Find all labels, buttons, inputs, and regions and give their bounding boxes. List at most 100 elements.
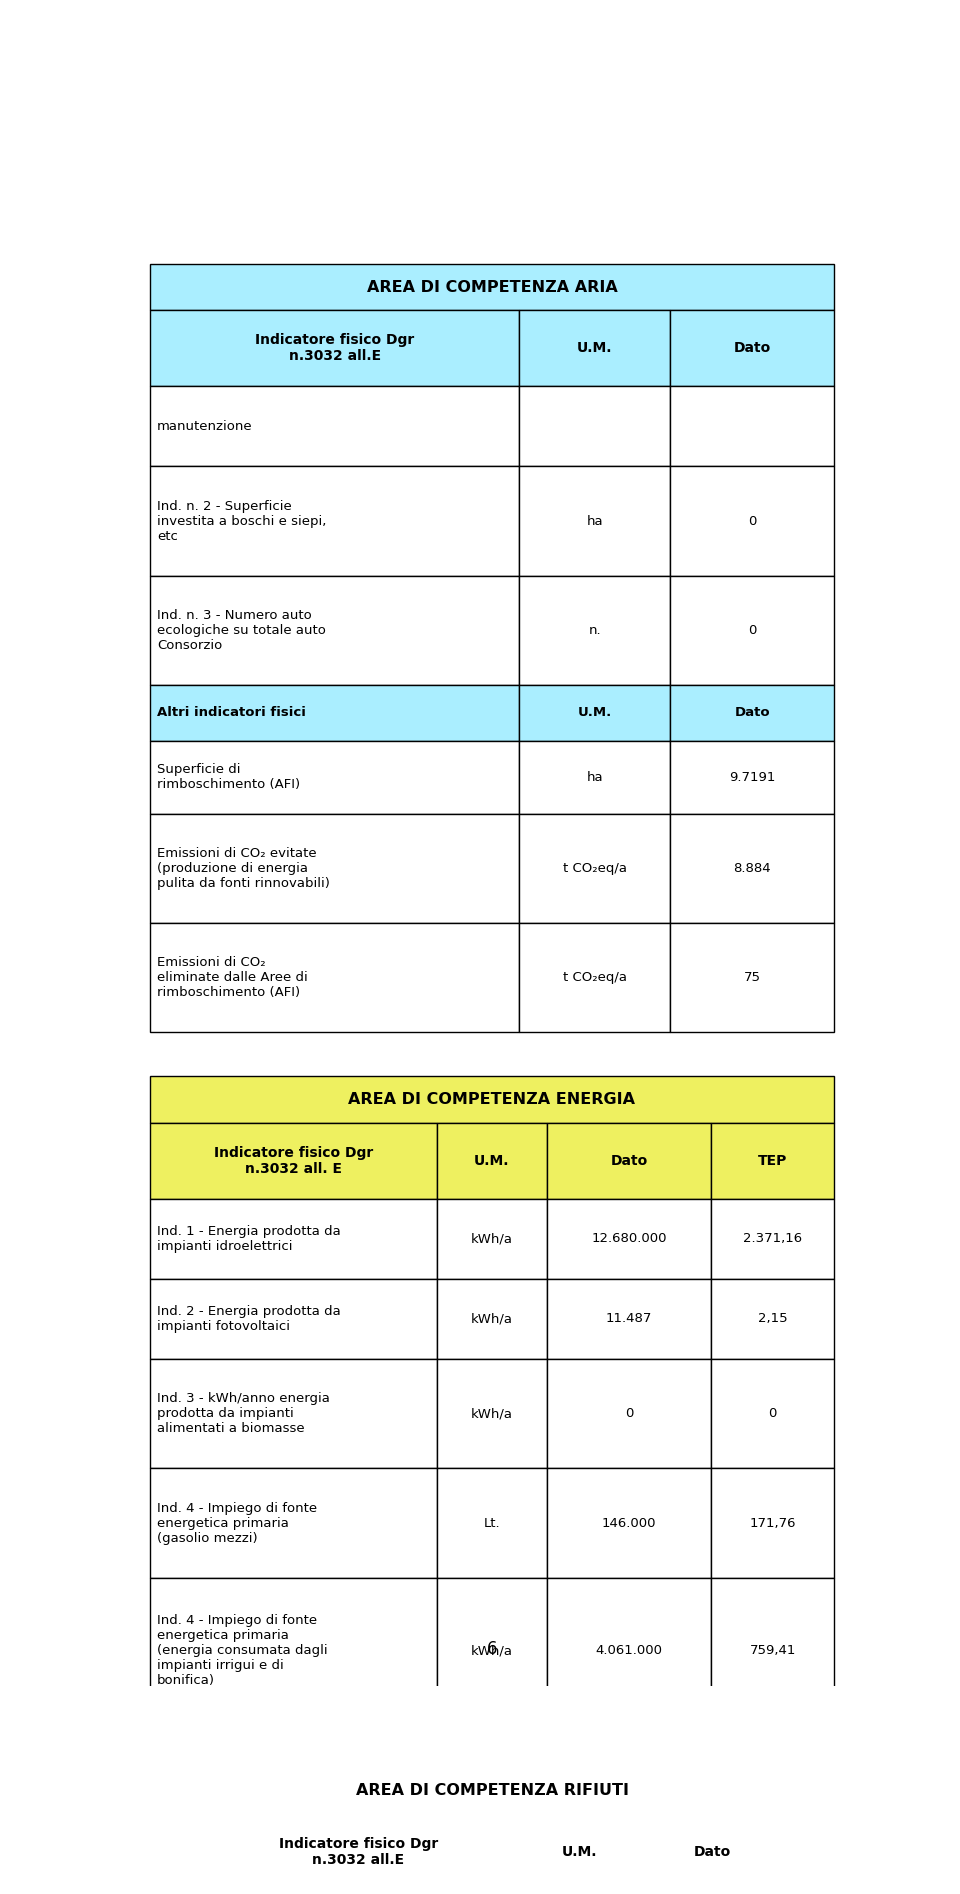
Bar	[437, 1578, 547, 1724]
Bar	[519, 311, 670, 386]
Text: manutenzione: manutenzione	[157, 420, 252, 434]
Bar	[643, 1814, 782, 1890]
Bar	[437, 1123, 547, 1199]
Text: Dato: Dato	[611, 1153, 648, 1167]
Bar	[519, 741, 670, 814]
Bar	[150, 1199, 437, 1278]
Text: U.M.: U.M.	[562, 1845, 597, 1858]
Text: AREA DI COMPETENZA ENERGIA: AREA DI COMPETENZA ENERGIA	[348, 1093, 636, 1106]
Bar	[670, 814, 834, 922]
Text: n.: n.	[588, 623, 601, 636]
Text: Ind. 4 - Impiego di fonte
energetica primaria
(energia consumata dagli
impianti : Ind. 4 - Impiego di fonte energetica pri…	[157, 1614, 327, 1688]
Text: 0: 0	[625, 1407, 633, 1420]
Bar	[516, 1890, 643, 1894]
Text: Ind. n. 3 - Numero auto
ecologiche su totale auto
Consorzio: Ind. n. 3 - Numero auto ecologiche su to…	[157, 610, 326, 652]
Bar	[711, 1199, 834, 1278]
Bar	[711, 1578, 834, 1724]
Text: ha: ha	[587, 515, 603, 528]
Bar	[150, 1076, 834, 1123]
Text: 6: 6	[487, 1640, 497, 1659]
Bar	[150, 922, 519, 1032]
Text: kWh/a: kWh/a	[471, 1233, 513, 1244]
Text: t CO₂eq/a: t CO₂eq/a	[563, 972, 627, 985]
Text: Ind. n. 2 - Superficie
investita a boschi e siepi,
etc: Ind. n. 2 - Superficie investita a bosch…	[157, 500, 326, 544]
Text: 759,41: 759,41	[750, 1644, 796, 1657]
Text: Lt.: Lt.	[484, 1517, 500, 1530]
Bar	[670, 386, 834, 466]
Text: 0: 0	[748, 623, 756, 636]
Text: kWh/a: kWh/a	[471, 1407, 513, 1420]
Bar	[670, 686, 834, 741]
Bar	[150, 686, 519, 741]
Bar	[150, 576, 519, 686]
Text: Altri indicatori fisici: Altri indicatori fisici	[157, 706, 306, 720]
Text: 9.7191: 9.7191	[729, 771, 776, 784]
Bar	[547, 1578, 711, 1724]
Text: Indicatore fisico Dgr
n.3032 all. E: Indicatore fisico Dgr n.3032 all. E	[214, 1146, 373, 1176]
Text: Ind. 4 - Impiego di fonte
energetica primaria
(gasolio mezzi): Ind. 4 - Impiego di fonte energetica pri…	[157, 1502, 318, 1544]
Bar	[670, 922, 834, 1032]
Bar	[150, 466, 519, 576]
Bar	[202, 1814, 516, 1890]
Bar	[202, 1890, 516, 1894]
Text: 0: 0	[748, 515, 756, 528]
Text: U.M.: U.M.	[474, 1153, 510, 1167]
Bar	[519, 686, 670, 741]
Bar	[150, 741, 519, 814]
Text: 75: 75	[744, 972, 760, 985]
Bar	[150, 1278, 437, 1360]
Bar	[150, 1360, 437, 1468]
Bar	[519, 814, 670, 922]
Text: U.M.: U.M.	[577, 341, 612, 356]
Bar	[437, 1199, 547, 1278]
Text: 8.884: 8.884	[733, 862, 771, 875]
Bar	[711, 1123, 834, 1199]
Text: Dato: Dato	[694, 1845, 732, 1858]
Bar	[150, 1468, 437, 1578]
Text: Indicatore fisico Dgr
n.3032 all.E: Indicatore fisico Dgr n.3032 all.E	[279, 1837, 438, 1867]
Text: 12.680.000: 12.680.000	[591, 1233, 666, 1244]
Bar	[150, 1123, 437, 1199]
Bar	[150, 386, 519, 466]
Text: 2.371,16: 2.371,16	[743, 1233, 803, 1244]
Bar	[150, 1578, 437, 1724]
Bar	[711, 1468, 834, 1578]
Text: U.M.: U.M.	[578, 706, 612, 720]
Text: Ind. 3 - kWh/anno energia
prodotta da impianti
alimentati a biomasse: Ind. 3 - kWh/anno energia prodotta da im…	[157, 1392, 330, 1436]
Bar	[547, 1123, 711, 1199]
Text: 171,76: 171,76	[750, 1517, 796, 1530]
Bar	[547, 1199, 711, 1278]
Bar	[670, 576, 834, 686]
Text: kWh/a: kWh/a	[471, 1644, 513, 1657]
Bar	[519, 922, 670, 1032]
Bar	[150, 311, 519, 386]
Bar	[519, 576, 670, 686]
Text: Indicatore fisico Dgr
n.3032 all.E: Indicatore fisico Dgr n.3032 all.E	[255, 333, 414, 364]
Bar	[150, 814, 519, 922]
Bar	[437, 1360, 547, 1468]
Text: 4.061.000: 4.061.000	[595, 1644, 662, 1657]
Text: kWh/a: kWh/a	[471, 1313, 513, 1326]
Bar	[711, 1278, 834, 1360]
Text: ha: ha	[587, 771, 603, 784]
Text: AREA DI COMPETENZA RIFIUTI: AREA DI COMPETENZA RIFIUTI	[355, 1782, 629, 1797]
Bar	[202, 1767, 782, 1814]
Bar	[670, 311, 834, 386]
Text: Emissioni di CO₂ evitate
(produzione di energia
pulita da fonti rinnovabili): Emissioni di CO₂ evitate (produzione di …	[157, 847, 330, 890]
Bar	[643, 1890, 782, 1894]
Text: Ind. 2 - Energia prodotta da
impianti fotovoltaici: Ind. 2 - Energia prodotta da impianti fo…	[157, 1305, 341, 1333]
Bar	[547, 1468, 711, 1578]
Text: 0: 0	[768, 1407, 777, 1420]
Bar	[547, 1278, 711, 1360]
Bar	[150, 263, 834, 311]
Text: 2,15: 2,15	[757, 1313, 787, 1326]
Bar	[670, 741, 834, 814]
Bar	[437, 1468, 547, 1578]
Text: 11.487: 11.487	[606, 1313, 652, 1326]
Text: t CO₂eq/a: t CO₂eq/a	[563, 862, 627, 875]
Text: Superficie di
rimboschimento (AFI): Superficie di rimboschimento (AFI)	[157, 763, 300, 792]
Bar	[437, 1278, 547, 1360]
Bar	[711, 1360, 834, 1468]
Text: Ind. 1 - Energia prodotta da
impianti idroelettrici: Ind. 1 - Energia prodotta da impianti id…	[157, 1225, 341, 1252]
Text: AREA DI COMPETENZA ARIA: AREA DI COMPETENZA ARIA	[367, 280, 617, 295]
